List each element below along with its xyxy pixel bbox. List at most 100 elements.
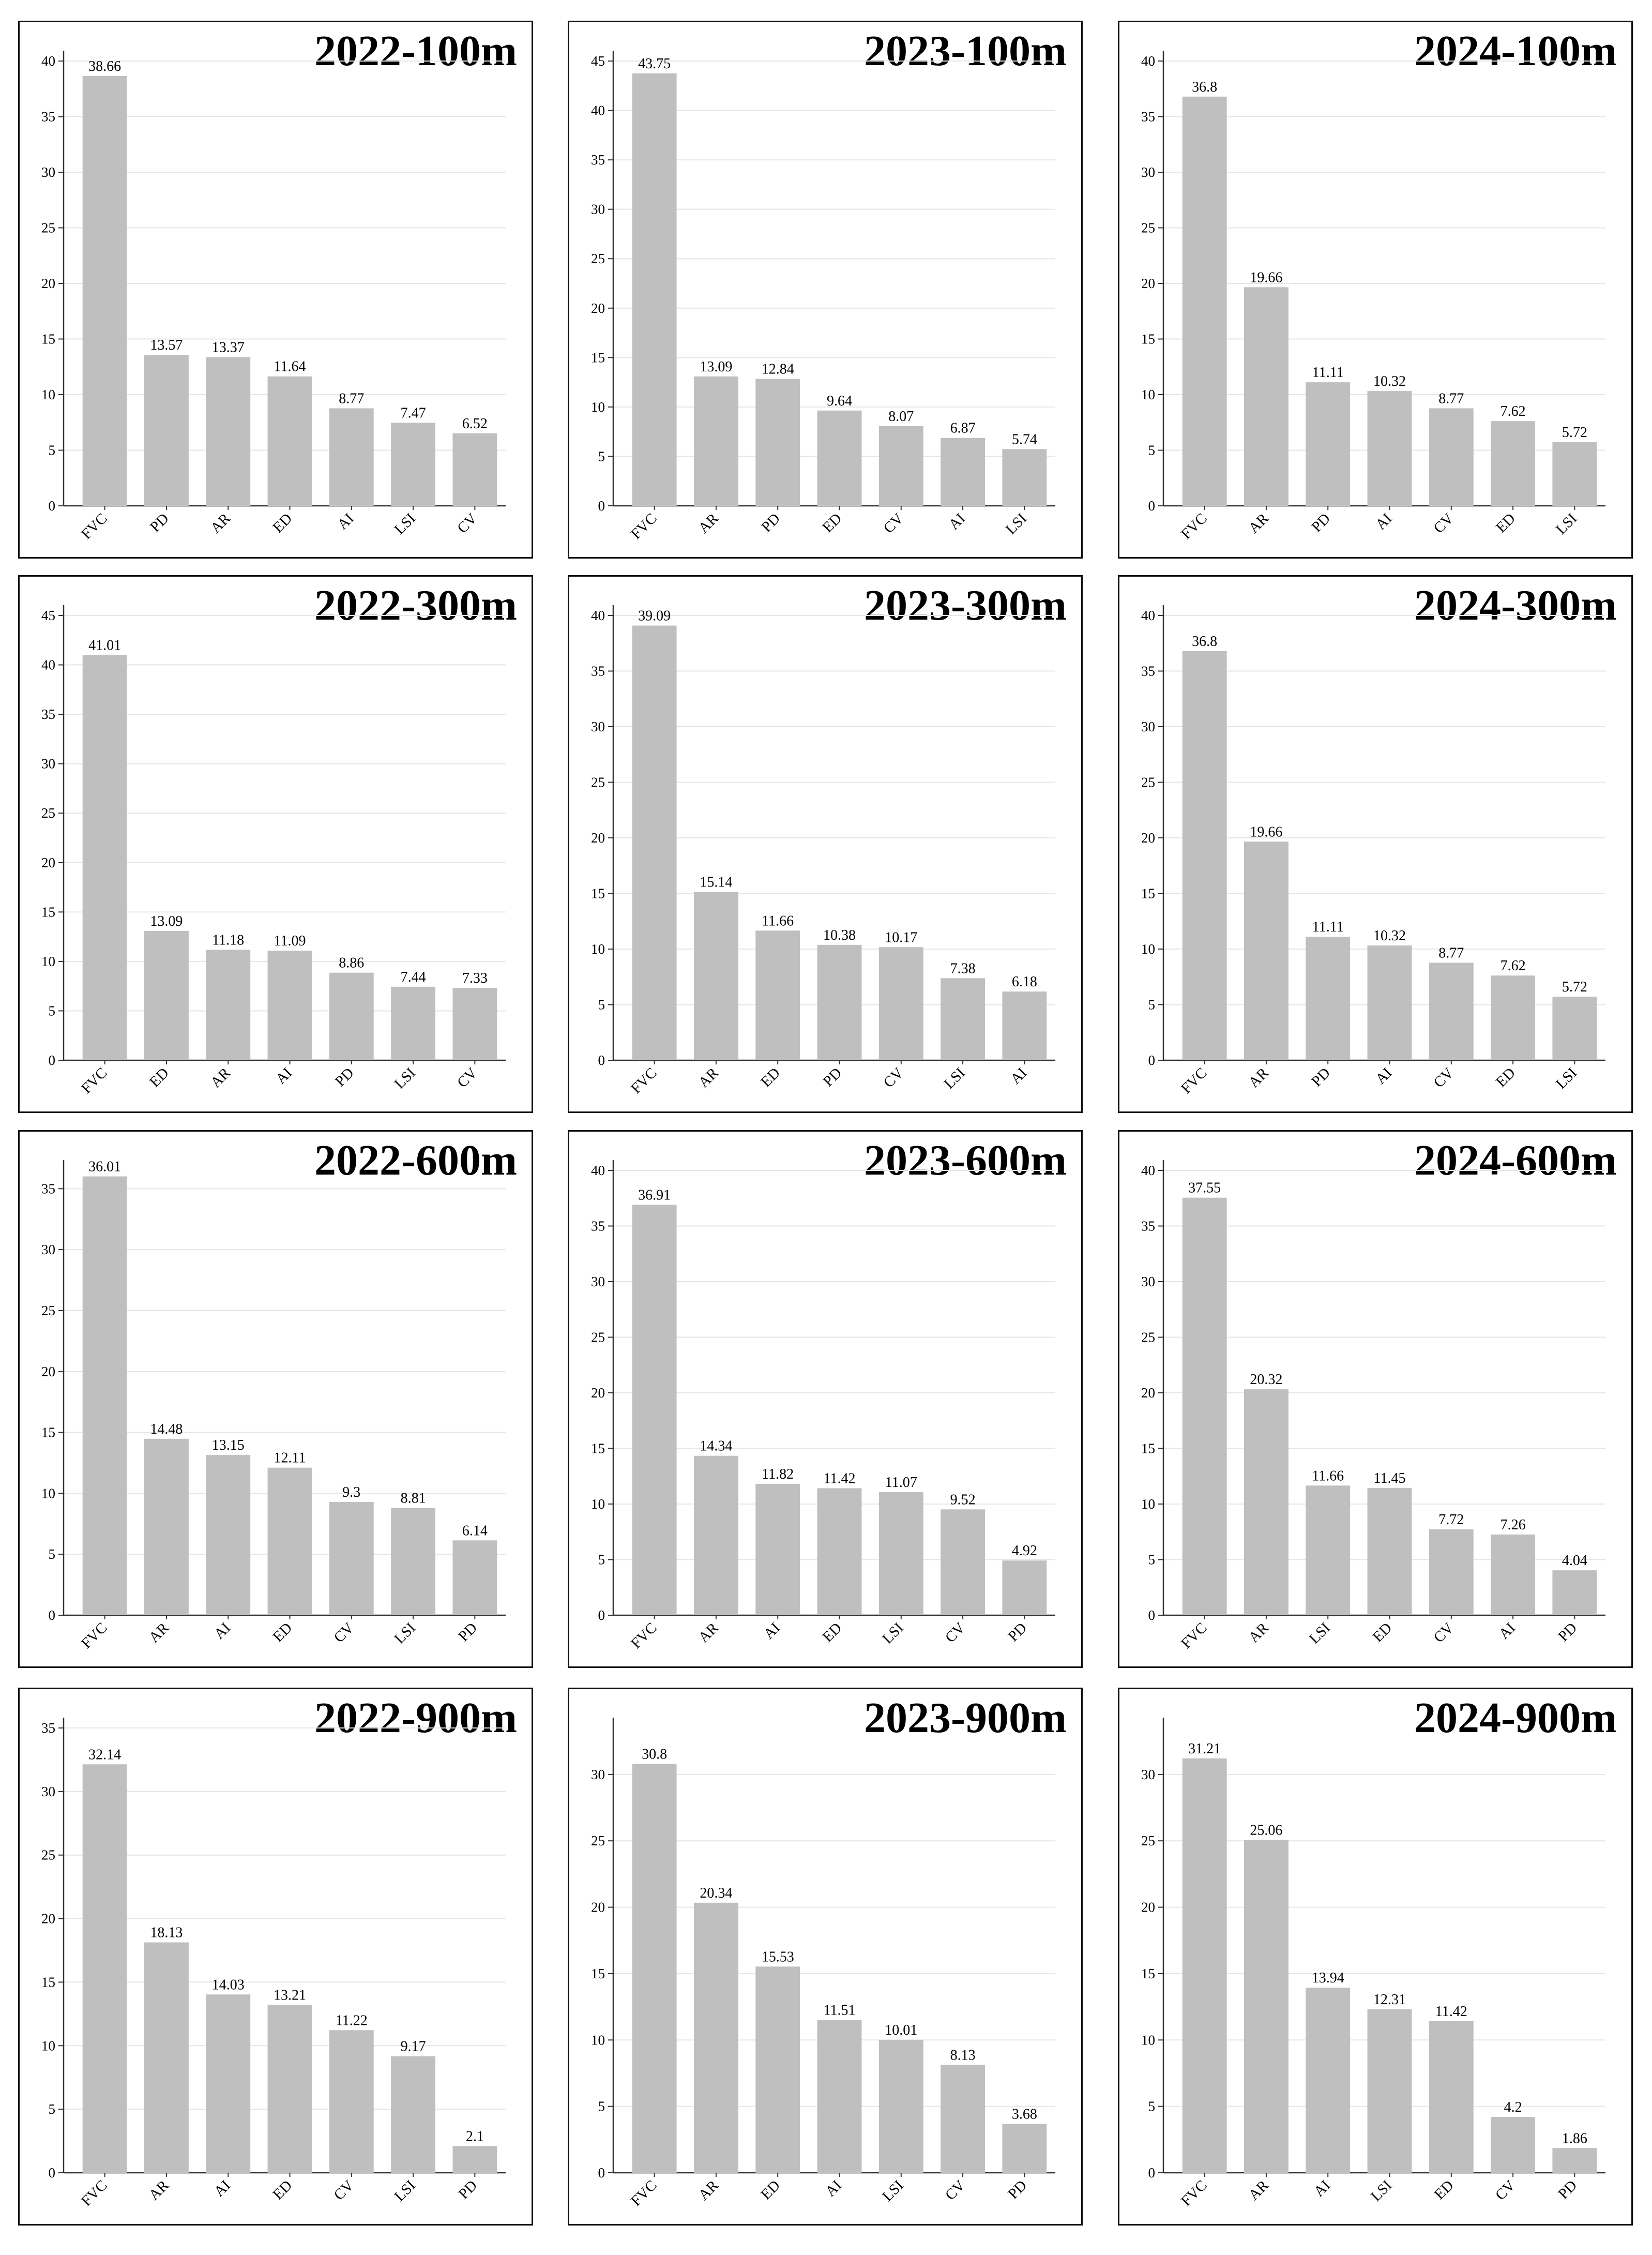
- y-tick-label: 25: [591, 1833, 605, 1848]
- bar: [391, 2056, 436, 2173]
- y-tick-label: 15: [41, 332, 55, 347]
- data-label: 15.53: [762, 1949, 794, 1965]
- chart-panel: 2024-300m 0 5 10 15 20 25 30 35 40 36.8 FVC 19.66 AR 1…: [1118, 575, 1633, 1113]
- bar: [1002, 2124, 1047, 2173]
- data-label: 12.84: [762, 362, 794, 378]
- y-tick-label: 20: [1141, 1385, 1155, 1401]
- x-tick-label: FVC: [628, 1619, 660, 1652]
- data-label: 8.13: [950, 2047, 976, 2063]
- y-tick-label: 30: [1141, 719, 1155, 734]
- data-label: 43.75: [638, 56, 671, 72]
- y-tick-label: 20: [1141, 830, 1155, 846]
- data-label: 13.37: [212, 340, 245, 356]
- y-tick-label: 0: [49, 498, 56, 514]
- data-label: 6.52: [462, 416, 488, 432]
- x-tick-label: LSI: [391, 2177, 419, 2204]
- y-tick-label: 0: [1148, 1607, 1156, 1623]
- y-tick-label: 25: [591, 1330, 605, 1345]
- chart-panel: 2023-300m 0 5 10 15 20 25 30 35 40 39.09 FVC 15.14 AR…: [568, 575, 1083, 1113]
- x-tick-label: FVC: [1178, 2177, 1210, 2209]
- y-tick-label: 10: [591, 2032, 605, 2048]
- bar-chart: 0 5 10 15 20 25 30 35 40 36.8 FVC 19.66 AR 11.11 PD 10.…: [1141, 605, 1605, 1097]
- y-tick-label: 25: [1141, 1330, 1155, 1345]
- data-label: 8.77: [1438, 390, 1464, 407]
- x-tick-label: ED: [146, 1064, 172, 1090]
- x-tick-label: AI: [1311, 2177, 1333, 2200]
- data-label: 12.31: [1373, 1992, 1406, 2008]
- y-tick-label: 30: [591, 1767, 605, 1782]
- data-label: 9.64: [827, 393, 852, 409]
- y-tick-label: 35: [591, 152, 605, 168]
- x-tick-label: AR: [695, 510, 722, 537]
- x-tick-label: LSI: [1003, 510, 1030, 537]
- bar-chart: 0 5 10 15 20 25 30 35 40 39.09 FVC 15.14 AR 11.66 ED 10…: [591, 605, 1055, 1097]
- x-tick-label: CV: [1431, 1064, 1457, 1091]
- x-tick-label: AI: [946, 510, 968, 533]
- data-label: 7.62: [1501, 958, 1526, 974]
- x-tick-label: AI: [822, 2177, 845, 2200]
- y-tick-label: 5: [1148, 1552, 1156, 1568]
- bar: [1306, 1988, 1351, 2173]
- bar: [452, 2146, 497, 2173]
- x-tick-label: FVC: [78, 2177, 111, 2209]
- x-tick-label: FVC: [78, 510, 111, 543]
- bar: [1182, 96, 1227, 506]
- bar: [82, 655, 127, 1060]
- y-tick-label: 40: [591, 1163, 605, 1178]
- data-label: 8.77: [339, 390, 364, 407]
- data-label: 4.92: [1012, 1543, 1037, 1559]
- bar: [1552, 1570, 1597, 1615]
- x-tick-label: AI: [272, 1064, 295, 1087]
- bar: [1552, 2148, 1597, 2173]
- x-tick-label: PD: [758, 510, 783, 535]
- y-tick-label: 20: [591, 1900, 605, 1915]
- y-tick-label: 40: [41, 657, 55, 673]
- data-label: 7.72: [1438, 1512, 1464, 1528]
- data-label: 18.13: [150, 1925, 183, 1941]
- bar: [82, 1764, 127, 2173]
- y-tick-label: 25: [41, 1303, 55, 1318]
- y-tick-label: 25: [1141, 775, 1155, 790]
- data-label: 8.07: [888, 409, 914, 425]
- chart-title: 2024-100m: [1414, 27, 1617, 75]
- y-tick-label: 5: [49, 443, 56, 458]
- y-tick-label: 5: [598, 2099, 605, 2114]
- x-tick-label: AR: [1246, 2177, 1272, 2204]
- y-tick-label: 25: [41, 220, 55, 236]
- bar: [632, 1205, 677, 1615]
- y-tick-label: 20: [41, 276, 55, 291]
- chart-title: 2022-100m: [314, 27, 517, 75]
- y-tick-label: 45: [591, 53, 605, 69]
- y-tick-label: 0: [1148, 2165, 1156, 2181]
- data-label: 4.04: [1562, 1553, 1587, 1569]
- data-label: 10.38: [823, 927, 856, 943]
- bar: [329, 2030, 374, 2173]
- y-tick-label: 10: [591, 1496, 605, 1512]
- y-tick-label: 35: [41, 1720, 55, 1736]
- chart-panel: 2023-600m 0 5 10 15 20 25 30 35 40 36.91 FVC 14.34 AR…: [568, 1130, 1083, 1668]
- x-tick-label: AR: [207, 510, 234, 537]
- x-tick-label: PD: [1555, 1619, 1580, 1645]
- bar-chart: 0 5 10 15 20 25 30 35 36.01 FVC 14.48 AR 13.15 AI 12.1…: [41, 1159, 506, 1652]
- y-tick-label: 15: [1141, 1966, 1155, 1981]
- bar: [267, 1467, 312, 1615]
- bar-chart: 0 5 10 15 20 25 30 31.21 FVC 25.06 AR 13.94 AI 12.31 L…: [1141, 1718, 1605, 2209]
- data-label: 36.01: [88, 1159, 121, 1175]
- x-tick-label: CV: [454, 1064, 480, 1091]
- data-label: 7.62: [1501, 403, 1526, 419]
- bar: [755, 930, 800, 1060]
- y-tick-label: 10: [1141, 1496, 1155, 1512]
- bar: [1244, 841, 1289, 1060]
- x-tick-label: AR: [695, 1064, 722, 1091]
- y-tick-label: 40: [591, 103, 605, 118]
- bar: [1244, 287, 1289, 506]
- y-tick-label: 0: [49, 2165, 56, 2181]
- data-label: 11.11: [1312, 365, 1344, 381]
- bar-chart: 0 5 10 15 20 25 30 35 40 38.66 FVC 13.57 PD 13.37 AR 11…: [41, 51, 506, 543]
- y-tick-label: 15: [41, 1425, 55, 1440]
- bar: [452, 987, 497, 1060]
- data-label: 36.91: [638, 1187, 671, 1203]
- data-label: 10.32: [1373, 928, 1406, 944]
- bar: [817, 944, 862, 1060]
- bar: [144, 1942, 189, 2173]
